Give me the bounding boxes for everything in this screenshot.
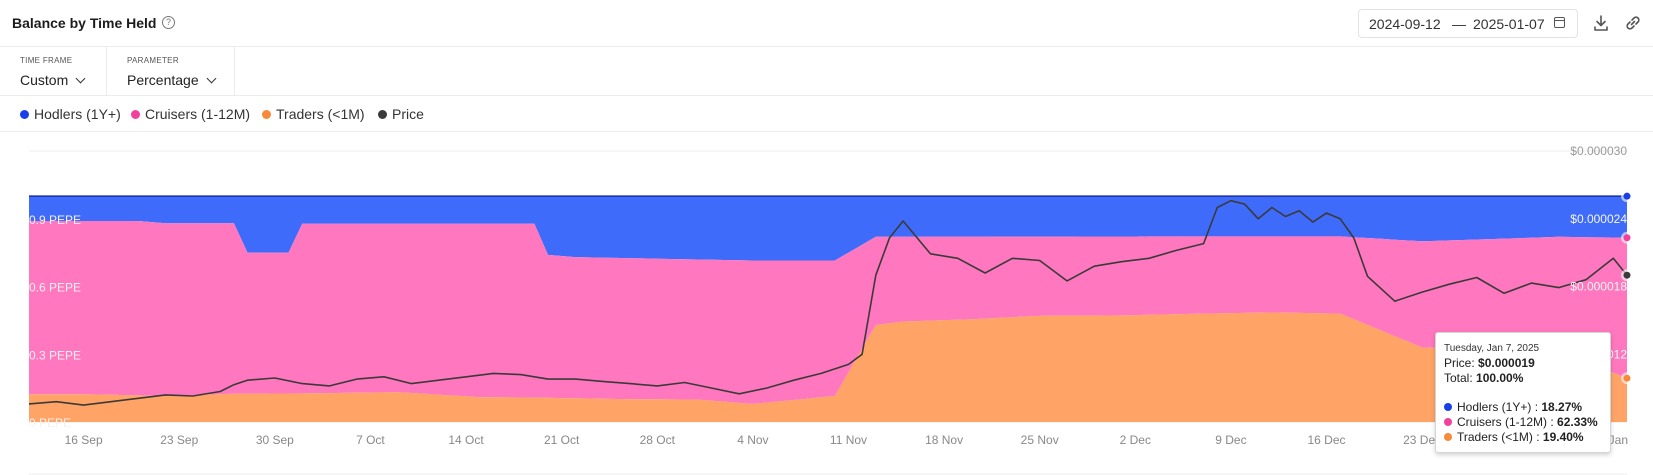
legend-label-traders: Traders (<1M) xyxy=(276,106,365,122)
legend-label-hodlers: Hodlers (1Y+) xyxy=(34,106,121,122)
y-left-tick-label: 0.6 PEPE xyxy=(29,281,81,295)
x-tick-label: 28 Oct xyxy=(640,433,676,447)
tooltip-total-value: 100.00% xyxy=(1476,371,1524,385)
marker-cruisers xyxy=(1623,234,1631,242)
tooltip-total-label: Total: xyxy=(1444,371,1477,385)
y-left-tick-label: 0.3 PEPE xyxy=(29,348,81,362)
area-hodlers xyxy=(29,196,1627,261)
download-icon[interactable] xyxy=(1593,14,1609,32)
tooltip-price-label: Price: xyxy=(1444,356,1479,370)
time-frame-value-wrap[interactable]: Custom xyxy=(20,72,86,88)
question-circle-icon[interactable]: ? xyxy=(162,16,175,29)
chart-legend: Hodlers (1Y+) Cruisers (1-12M) Traders (… xyxy=(0,96,1653,132)
x-tick-label: 21 Oct xyxy=(544,433,580,447)
legend-label-price: Price xyxy=(392,106,424,122)
tooltip-dot-traders xyxy=(1444,433,1452,441)
tooltip-dot-hodlers xyxy=(1444,403,1452,411)
x-tick-label: 23 Sep xyxy=(160,433,198,447)
date-end[interactable]: 2025-01-07 xyxy=(1473,16,1545,32)
marker-hodlers xyxy=(1623,192,1631,200)
tooltip-label-hodlers: Hodlers (1Y+) : xyxy=(1457,400,1542,414)
time-frame-label: TIME FRAME xyxy=(20,56,73,65)
x-tick-label: 30 Sep xyxy=(256,433,294,447)
y-right-tick-label: $0.000030 xyxy=(1570,144,1627,158)
parameter-select[interactable]: PARAMETER Percentage xyxy=(107,47,235,95)
tooltip-value-hodlers: 18.27% xyxy=(1541,400,1583,414)
legend-item-traders[interactable]: Traders (<1M) xyxy=(262,106,365,122)
legend-label-cruisers: Cruisers (1-12M) xyxy=(145,106,251,122)
chart-controls: TIME FRAME Custom PARAMETER Percentage xyxy=(0,47,1653,96)
date-range-picker[interactable]: 2024-09-12 — 2025-01-07 xyxy=(1358,9,1578,38)
parameter-value-wrap[interactable]: Percentage xyxy=(127,72,217,88)
tooltip-label-traders: Traders (<1M) : xyxy=(1457,430,1543,444)
tooltip-row-hodlers: Hodlers (1Y+) : 18.27% xyxy=(1444,400,1582,414)
x-tick-label: 9 Dec xyxy=(1215,433,1246,447)
link-icon[interactable] xyxy=(1624,14,1642,32)
area-cruisers xyxy=(29,221,1627,404)
x-tick-label: 23 Dec xyxy=(1403,433,1441,447)
y-left-tick-label: 0.9 PEPE xyxy=(29,213,81,227)
date-separator: — xyxy=(1452,16,1466,32)
chevron-down-icon[interactable] xyxy=(206,73,217,84)
tooltip-row-cruisers: Cruisers (1-12M) : 62.33% xyxy=(1444,415,1598,429)
x-tick-label: 16 Dec xyxy=(1308,433,1346,447)
x-tick-label: 11 Nov xyxy=(830,433,867,447)
legend-dot-hodlers xyxy=(20,110,29,119)
marker-traders xyxy=(1623,374,1631,382)
x-tick-label: 16 Sep xyxy=(65,433,103,447)
x-tick-label: 2 Dec xyxy=(1120,433,1151,447)
tooltip-value-traders: 19.40% xyxy=(1542,430,1584,444)
tooltip-value-cruisers: 62.33% xyxy=(1557,415,1598,429)
legend-dot-traders xyxy=(262,110,271,119)
time-frame-select[interactable]: TIME FRAME Custom xyxy=(0,47,107,95)
x-tick-label: 25 Nov xyxy=(1021,433,1059,447)
tooltip-date: Tuesday, Jan 7, 2025 xyxy=(1444,343,1540,354)
page-title: Balance by Time Held xyxy=(12,15,157,31)
legend-dot-cruisers xyxy=(131,110,140,119)
x-tick-label: 7 Oct xyxy=(356,433,385,447)
parameter-value[interactable]: Percentage xyxy=(127,72,199,88)
y-right-tick-label: $0.000018 xyxy=(1570,280,1627,294)
area-traders xyxy=(29,312,1627,422)
marker-price xyxy=(1623,271,1631,279)
tooltip-price-value: $0.000019 xyxy=(1478,356,1535,370)
legend-item-cruisers[interactable]: Cruisers (1-12M) xyxy=(131,106,250,122)
legend-dot-price xyxy=(378,110,387,119)
legend-item-hodlers[interactable]: Hodlers (1Y+) xyxy=(20,106,121,122)
tooltip-total: Total: 100.00% xyxy=(1444,371,1523,385)
tooltip-price: Price: $0.000019 xyxy=(1444,356,1535,370)
tooltip-label-cruisers: Cruisers (1-12M) : xyxy=(1457,415,1558,429)
legend-item-price[interactable]: Price xyxy=(378,106,424,122)
time-frame-value[interactable]: Custom xyxy=(20,72,69,88)
chart-header: Balance by Time Held ? 2024-09-12 — 2025… xyxy=(0,0,1653,47)
calendar-icon[interactable] xyxy=(1554,17,1565,28)
chart-tooltip: Tuesday, Jan 7, 2025 Price: $0.000019 To… xyxy=(1435,332,1611,453)
chevron-down-icon[interactable] xyxy=(75,73,86,84)
y-right-tick-label: $0.000024 xyxy=(1570,212,1627,226)
tooltip-row-traders: Traders (<1M) : 19.40% xyxy=(1444,430,1584,444)
x-tick-label: 14 Oct xyxy=(448,433,484,447)
y-left-tick-label: 0 PEPE xyxy=(29,416,71,430)
parameter-label: PARAMETER xyxy=(127,56,179,65)
price-line xyxy=(28,199,1628,406)
date-start[interactable]: 2024-09-12 xyxy=(1369,16,1441,32)
x-tick-label: 18 Nov xyxy=(925,433,963,447)
tooltip-dot-cruisers xyxy=(1444,418,1452,426)
x-tick-label: 4 Nov xyxy=(737,433,768,447)
